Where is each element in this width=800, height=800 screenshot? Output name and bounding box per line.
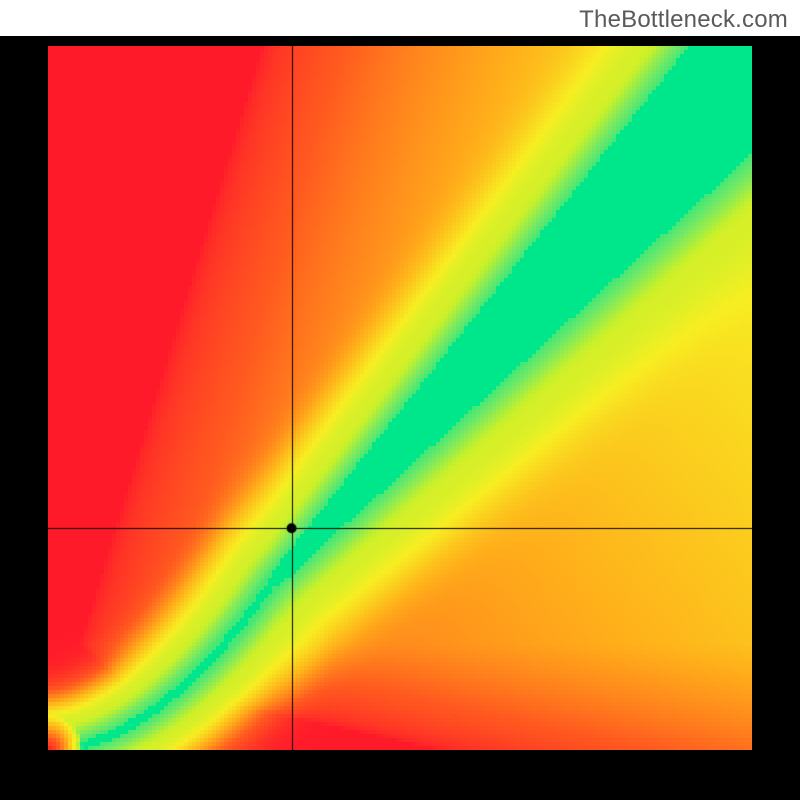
plot-frame: [0, 36, 800, 800]
attribution-label: TheBottleneck.com: [579, 6, 788, 34]
crosshair-overlay: [48, 46, 752, 750]
